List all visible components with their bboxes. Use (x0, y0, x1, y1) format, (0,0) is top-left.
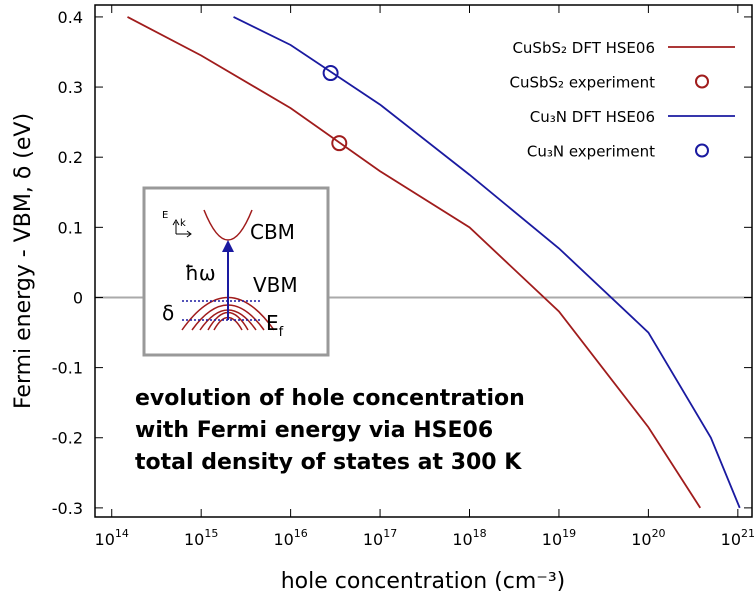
x-tick-label: 1015 (184, 527, 218, 549)
y-tick-label: 0.1 (58, 218, 83, 237)
series-line (233, 16, 741, 509)
x-tick-base: 10 (95, 530, 115, 549)
x-tick-exponent: 15 (204, 527, 218, 540)
y-axis-label: Fermi energy - VBM, δ (eV) (11, 113, 36, 409)
x-tick-label: 1021 (721, 527, 755, 549)
y-tick-label: -0.1 (52, 359, 83, 378)
inset-cbm: CBM (250, 220, 295, 244)
x-tick-base: 10 (542, 530, 562, 549)
inset-frame (142, 186, 330, 357)
y-tick-label: 0 (73, 288, 83, 307)
x-tick-label: 1016 (273, 527, 307, 549)
inset-fermi: Ef (266, 311, 284, 340)
conduction-band (203, 209, 253, 241)
inset-k: k (180, 218, 186, 229)
inset-diagram: E k CBM ħω VBM δ Ef (142, 186, 330, 357)
x-tick-label: 1019 (542, 527, 576, 549)
x-tick-base: 10 (363, 530, 383, 549)
x-tick-base: 10 (631, 530, 651, 549)
legend-label: CuSbS₂ DFT HSE06 (512, 39, 655, 57)
fermi-e: E (266, 311, 279, 335)
x-tick-label: 1014 (95, 527, 129, 549)
x-tick-label: 1017 (363, 527, 397, 549)
inset-photon: ħω (185, 261, 216, 285)
inset-e: E (162, 210, 168, 221)
x-tick-exponent: 16 (294, 527, 308, 540)
x-tick-exponent: 14 (115, 527, 129, 540)
legend-marker (695, 143, 709, 158)
arrow-head (222, 240, 234, 252)
y-tick-label: 0.4 (58, 8, 83, 27)
x-tick-exponent: 20 (652, 527, 666, 540)
plot-frame (94, 4, 753, 518)
annotation: total density of states at 300 K (135, 450, 522, 475)
y-tick-label: 0.3 (58, 78, 83, 97)
y-tick-label: 0.2 (58, 148, 83, 167)
y-tick-label: -0.2 (52, 429, 83, 448)
legend-label: Cu₃N DFT HSE06 (530, 108, 655, 126)
x-tick-exponent: 21 (741, 527, 755, 540)
x-tick-exponent: 19 (562, 527, 576, 540)
x-tick-label: 1018 (452, 527, 486, 549)
annotation: with Fermi energy via HSE06 (135, 418, 493, 443)
inset-vbm: VBM (253, 273, 298, 297)
axes-icon (172, 219, 192, 238)
x-axis-label: hole concentration (cm⁻³) (281, 569, 566, 594)
data-point (322, 65, 339, 82)
x-tick-base: 10 (721, 530, 741, 549)
legend-label: CuSbS₂ experiment (510, 74, 656, 92)
x-tick-base: 10 (273, 530, 293, 549)
x-tick-exponent: 18 (473, 527, 487, 540)
x-tick-exponent: 17 (383, 527, 397, 540)
inset-delta: δ (162, 301, 174, 325)
fermi-sub: f (279, 325, 284, 340)
series-line (127, 16, 702, 509)
data-point (331, 135, 348, 152)
x-tick-base: 10 (184, 530, 204, 549)
x-tick-base: 10 (452, 530, 472, 549)
legend-marker (695, 74, 709, 89)
x-tick-label: 1020 (631, 527, 665, 549)
annotation: evolution of hole concentration (135, 386, 525, 411)
y-tick-label: -0.3 (52, 499, 83, 518)
legend-label: Cu₃N experiment (527, 143, 655, 161)
